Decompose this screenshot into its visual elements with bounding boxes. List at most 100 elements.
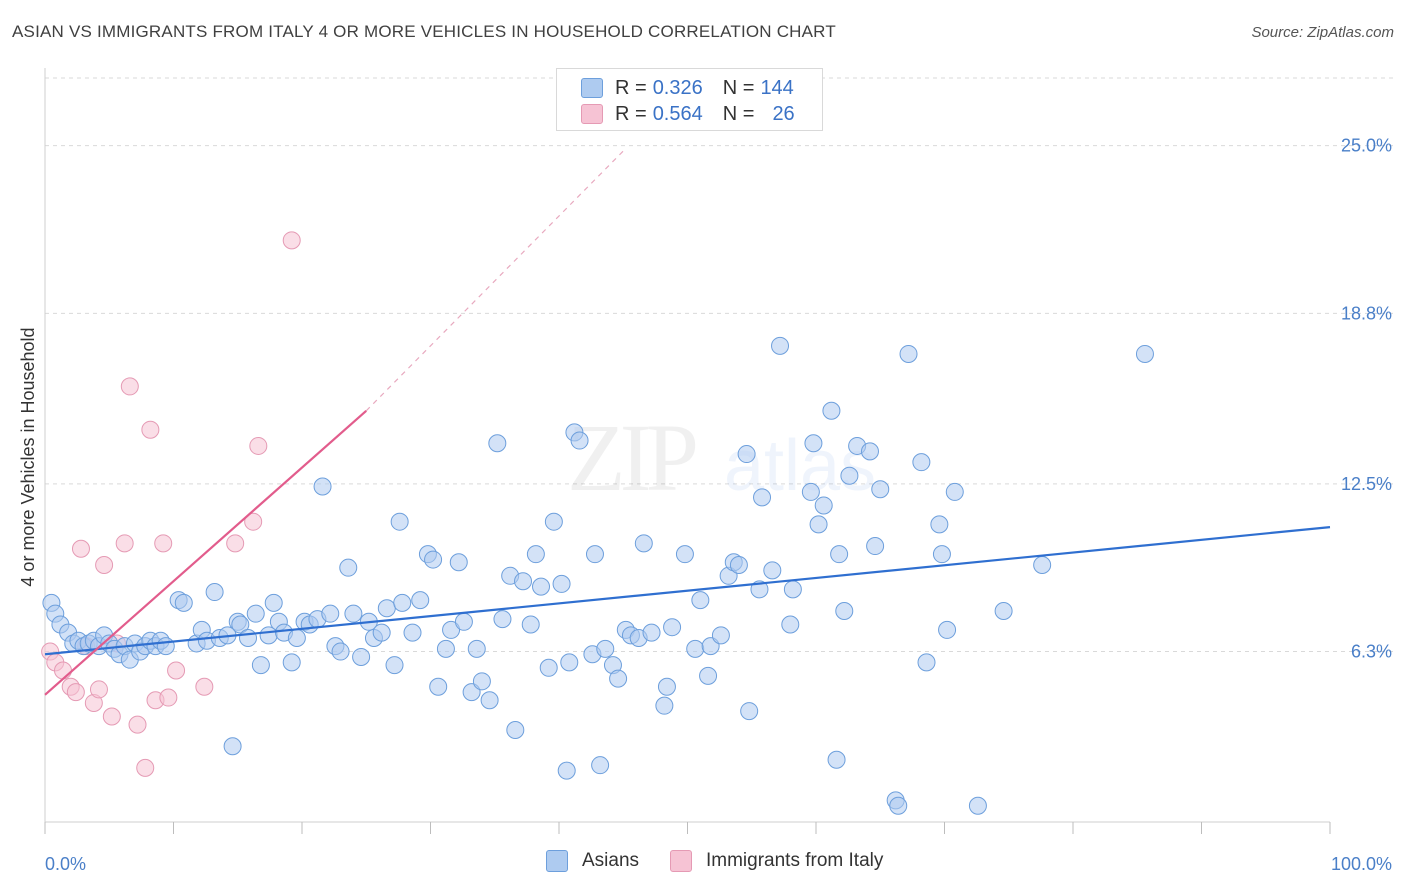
data-point-italy bbox=[154, 534, 173, 553]
series-legend-label: Asians bbox=[582, 850, 640, 871]
data-point-asians bbox=[866, 537, 885, 556]
data-point-italy bbox=[244, 512, 263, 531]
trend-line-asians bbox=[44, 526, 1331, 656]
data-point-asians bbox=[899, 344, 918, 363]
data-point-asians bbox=[393, 593, 412, 612]
data-point-asians bbox=[526, 545, 545, 564]
data-point-asians bbox=[205, 583, 224, 602]
legend-swatch-italy bbox=[581, 104, 603, 124]
data-point-asians bbox=[729, 555, 748, 574]
data-point-italy bbox=[249, 436, 268, 455]
data-point-asians bbox=[945, 482, 964, 501]
legend-r-value: 0.564 bbox=[652, 102, 703, 125]
correlation-legend: R = 0.326 N = 144 R = 0.564 N = 26 bbox=[556, 68, 823, 131]
series-italy-points bbox=[41, 231, 301, 777]
data-point-asians bbox=[570, 431, 589, 450]
data-point-asians bbox=[675, 545, 694, 564]
series-asians-points bbox=[42, 336, 1154, 815]
data-point-asians bbox=[771, 336, 790, 355]
data-point-italy bbox=[282, 231, 301, 250]
data-point-asians bbox=[737, 445, 756, 464]
data-point-asians bbox=[930, 515, 949, 534]
data-point-asians bbox=[372, 623, 391, 642]
data-point-asians bbox=[917, 653, 936, 672]
data-point-asians bbox=[932, 545, 951, 564]
data-point-asians bbox=[282, 653, 301, 672]
data-point-italy bbox=[89, 680, 108, 699]
gridlines bbox=[45, 77, 1395, 653]
data-point-italy bbox=[102, 707, 121, 726]
data-point-asians bbox=[532, 577, 551, 596]
data-point-asians bbox=[390, 512, 409, 531]
data-point-asians bbox=[472, 672, 491, 691]
data-point-italy bbox=[141, 420, 160, 439]
data-point-asians bbox=[740, 702, 759, 721]
data-point-asians bbox=[344, 604, 363, 623]
legend-row-italy: R = 0.564 N = 26 bbox=[581, 102, 795, 126]
data-point-asians bbox=[231, 615, 250, 634]
data-point-asians bbox=[609, 669, 628, 688]
legend-r-label: R = bbox=[615, 102, 647, 125]
axes bbox=[44, 68, 1331, 834]
data-point-asians bbox=[711, 626, 730, 645]
data-point-asians bbox=[156, 637, 175, 656]
data-point-asians bbox=[552, 574, 571, 593]
data-point-italy bbox=[128, 715, 147, 734]
data-point-asians bbox=[488, 434, 507, 453]
data-point-asians bbox=[830, 545, 849, 564]
data-point-asians bbox=[331, 642, 350, 661]
data-point-asians bbox=[352, 647, 371, 666]
legend-swatch-asians bbox=[581, 78, 603, 98]
chart-title: ASIAN VS IMMIGRANTS FROM ITALY 4 OR MORE… bbox=[12, 22, 836, 41]
data-point-asians bbox=[436, 639, 455, 658]
trend-extension-italy bbox=[365, 150, 624, 412]
y-tick-label: 12.5% bbox=[1341, 474, 1392, 494]
data-point-italy bbox=[53, 661, 72, 680]
data-point-italy bbox=[195, 677, 214, 696]
data-point-asians bbox=[521, 615, 540, 634]
data-point-asians bbox=[264, 593, 283, 612]
data-point-asians bbox=[585, 545, 604, 564]
data-point-asians bbox=[889, 796, 908, 815]
data-point-asians bbox=[514, 572, 533, 591]
data-point-asians bbox=[840, 466, 859, 485]
data-point-asians bbox=[467, 639, 486, 658]
data-point-asians bbox=[557, 761, 576, 780]
data-point-asians bbox=[871, 480, 890, 499]
data-point-asians bbox=[783, 580, 802, 599]
data-point-asians bbox=[246, 604, 265, 623]
data-point-italy bbox=[115, 534, 134, 553]
y-tick-label: 18.8% bbox=[1341, 303, 1392, 323]
data-point-asians bbox=[634, 534, 653, 553]
data-point-asians bbox=[449, 553, 468, 572]
y-tick-label: 6.3% bbox=[1351, 642, 1392, 662]
data-point-asians bbox=[251, 656, 270, 675]
data-point-asians bbox=[339, 558, 358, 577]
trend-line-italy bbox=[44, 409, 367, 696]
data-point-asians bbox=[377, 599, 396, 618]
data-point-asians bbox=[1135, 344, 1154, 363]
watermark-atlas: atlas bbox=[724, 426, 876, 506]
data-point-italy bbox=[66, 683, 85, 702]
data-point-asians bbox=[403, 623, 422, 642]
legend-n-value: 26 bbox=[772, 102, 795, 125]
data-point-asians bbox=[480, 691, 499, 710]
data-point-asians bbox=[814, 496, 833, 515]
x-tick-label: 100.0% bbox=[1331, 854, 1392, 874]
data-point-italy bbox=[71, 539, 90, 558]
data-point-asians bbox=[442, 620, 461, 639]
legend-r-value: 0.326 bbox=[652, 76, 703, 99]
series-swatch-asians bbox=[546, 850, 568, 872]
data-point-asians bbox=[454, 612, 473, 631]
data-point-asians bbox=[239, 629, 258, 648]
data-point-italy bbox=[159, 688, 178, 707]
data-point-asians bbox=[835, 601, 854, 620]
legend-n-label: N = bbox=[722, 102, 755, 125]
data-point-asians bbox=[560, 653, 579, 672]
data-point-asians bbox=[174, 593, 193, 612]
data-point-asians bbox=[968, 796, 987, 815]
data-point-asians bbox=[596, 639, 615, 658]
data-point-asians bbox=[385, 656, 404, 675]
chart-source: Source: ZipAtlas.com bbox=[1251, 24, 1394, 41]
